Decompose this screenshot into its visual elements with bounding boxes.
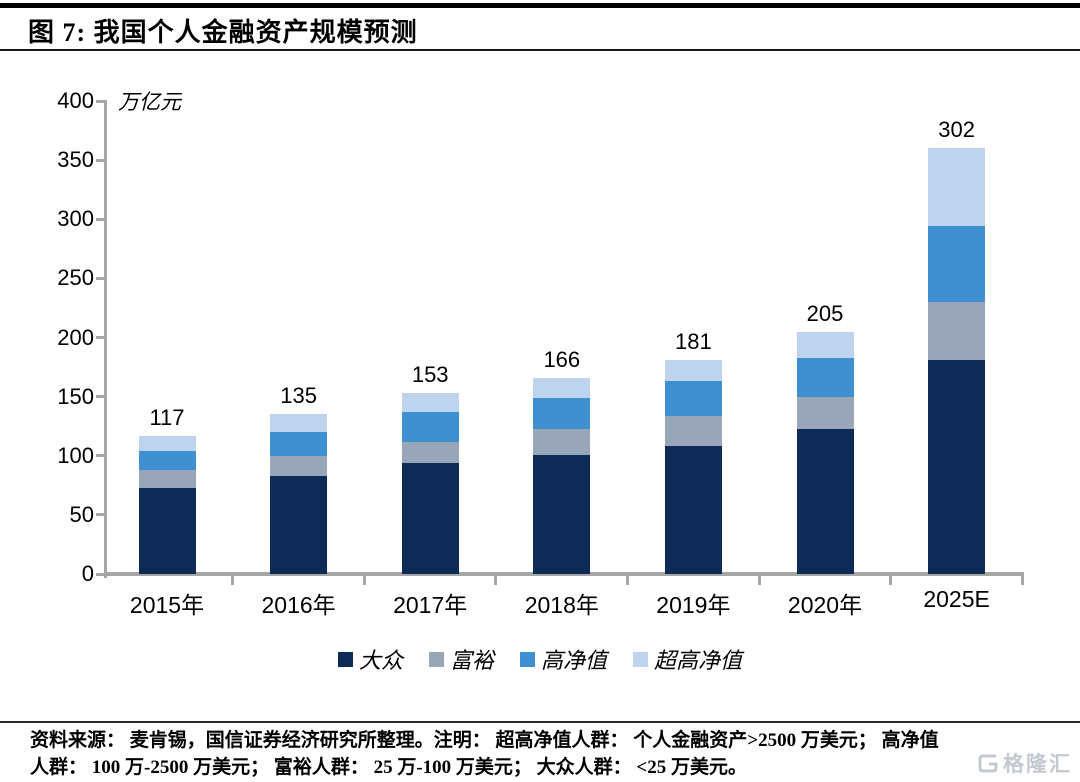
- y-axis-label: 50: [69, 501, 94, 527]
- x-axis-category-label: 2016年: [261, 592, 336, 618]
- bar-segment-大众: [138, 487, 196, 574]
- bar-segment-超高净值: [138, 435, 196, 451]
- footer-divider: [0, 721, 1080, 723]
- bar-total-label: 166: [543, 346, 581, 372]
- x-axis-category-label: 2018年: [524, 592, 599, 618]
- x-axis-tick: [362, 576, 366, 585]
- bar-total-label: 117: [149, 404, 185, 430]
- bar-segment-大众: [533, 454, 591, 574]
- y-axis-unit-label: 万亿元: [118, 90, 181, 114]
- source-note-line2: 人群： 100 万-2500 万美元； 富裕人群： 25 万-100 万美元； …: [30, 757, 747, 778]
- bar-total-label: 302: [938, 117, 975, 143]
- x-axis-line: [104, 572, 1024, 576]
- y-axis-tick: [96, 513, 105, 517]
- legend-swatch-icon: [633, 651, 649, 667]
- bar-segment-高净值: [928, 226, 986, 303]
- legend-swatch-icon: [428, 651, 444, 667]
- bar-segment-富裕: [533, 428, 591, 455]
- legend-item-高净值: 高净值: [520, 643, 607, 675]
- x-axis-category-label: 2020年: [787, 592, 863, 618]
- source-note: 资料来源： 麦肯锡，国信证券经济研究所整理。注明： 超高净值人群： 个人金融资产…: [30, 727, 1060, 781]
- y-axis-tick: [96, 572, 105, 576]
- bar-segment-高净值: [664, 381, 722, 416]
- y-axis-label: 0: [81, 561, 94, 586]
- x-axis-category-label: 2019年: [656, 592, 731, 618]
- x-axis-category-label: 2017年: [393, 592, 468, 618]
- legend-label: 大众: [358, 648, 403, 673]
- y-axis-tick: [96, 99, 105, 103]
- bar-segment-高净值: [138, 451, 196, 470]
- bar-segment-超高净值: [928, 148, 986, 227]
- bar-segment-富裕: [664, 415, 722, 447]
- x-axis-tick: [757, 576, 761, 585]
- source-note-line1: 资料来源： 麦肯锡，国信证券经济研究所整理。注明： 超高净值人群： 个人金融资产…: [30, 730, 939, 751]
- y-axis-label: 150: [57, 383, 94, 409]
- bar-total-label: 135: [280, 383, 317, 409]
- y-axis-label: 200: [57, 324, 94, 350]
- figure-title: 图 7: 我国个人金融资产规模预测: [28, 18, 418, 47]
- bar-total-label: 181: [675, 328, 712, 354]
- title-divider: [0, 49, 1080, 51]
- bar-segment-大众: [796, 428, 854, 574]
- bar-segment-超高净值: [796, 331, 854, 358]
- bar-segment-富裕: [928, 302, 986, 360]
- legend-item-大众: 大众: [337, 643, 403, 675]
- y-axis-tick: [96, 336, 105, 339]
- x-axis-category-label: 2015年: [129, 592, 205, 618]
- x-axis-category-label: 2025E: [923, 586, 990, 612]
- gelonghui-logo-icon: [978, 754, 998, 773]
- y-axis-label: 400: [57, 88, 94, 113]
- bar-segment-富裕: [796, 396, 854, 429]
- legend-item-富裕: 富裕: [428, 643, 494, 675]
- y-axis-tick: [96, 454, 105, 458]
- y-axis-label: 300: [57, 206, 94, 232]
- stacked-bar-chart: 万亿元 0 50 100 150 200 250 300 350 400 117 2015年 135 2…: [0, 60, 1080, 622]
- legend-swatch-icon: [337, 651, 353, 667]
- bar-segment-超高净值: [401, 393, 459, 412]
- y-axis-tick: [96, 217, 105, 221]
- bar-segment-高净值: [401, 411, 459, 442]
- legend-label: 富裕: [449, 648, 494, 673]
- bar-segment-高净值: [533, 397, 591, 429]
- bar-segment-大众: [928, 359, 986, 574]
- bar-total-label: 205: [806, 300, 844, 326]
- legend-item-超高净值: 超高净值: [633, 643, 742, 675]
- y-axis-tick: [96, 276, 105, 280]
- bar-segment-超高净值: [664, 359, 722, 382]
- watermark: 格隆汇: [976, 748, 1072, 778]
- x-axis-tick: [889, 576, 893, 585]
- bar-segment-超高净值: [270, 414, 328, 433]
- bar-segment-高净值: [270, 432, 328, 456]
- bar-segment-超高净值: [533, 377, 591, 398]
- y-axis-label: 100: [57, 442, 94, 468]
- chart-legend: 大众 富裕 高净值 超高净值: [0, 643, 1080, 675]
- bar-segment-高净值: [796, 357, 854, 397]
- y-axis-label: 350: [57, 147, 94, 173]
- watermark-text: 格隆汇: [1003, 753, 1072, 776]
- legend-label: 超高净值: [654, 648, 743, 673]
- x-axis-tick: [231, 576, 235, 585]
- x-axis-tick: [1020, 576, 1024, 585]
- y-axis-label: 250: [57, 265, 94, 291]
- bar-segment-大众: [664, 446, 722, 574]
- legend-label: 高净值: [541, 648, 608, 673]
- bar-segment-大众: [401, 462, 459, 574]
- x-axis-tick: [625, 576, 629, 585]
- y-axis-tick: [96, 395, 105, 399]
- bar-segment-富裕: [270, 455, 328, 476]
- y-axis-tick: [96, 158, 105, 162]
- x-axis-tick: [494, 576, 498, 585]
- bar-segment-富裕: [401, 441, 459, 463]
- bar-segment-富裕: [138, 469, 196, 488]
- bar-segment-大众: [270, 475, 328, 574]
- y-axis-line: [104, 100, 107, 578]
- legend-swatch-icon: [520, 651, 535, 667]
- top-divider: [0, 3, 1080, 8]
- bar-total-label: 153: [411, 362, 449, 388]
